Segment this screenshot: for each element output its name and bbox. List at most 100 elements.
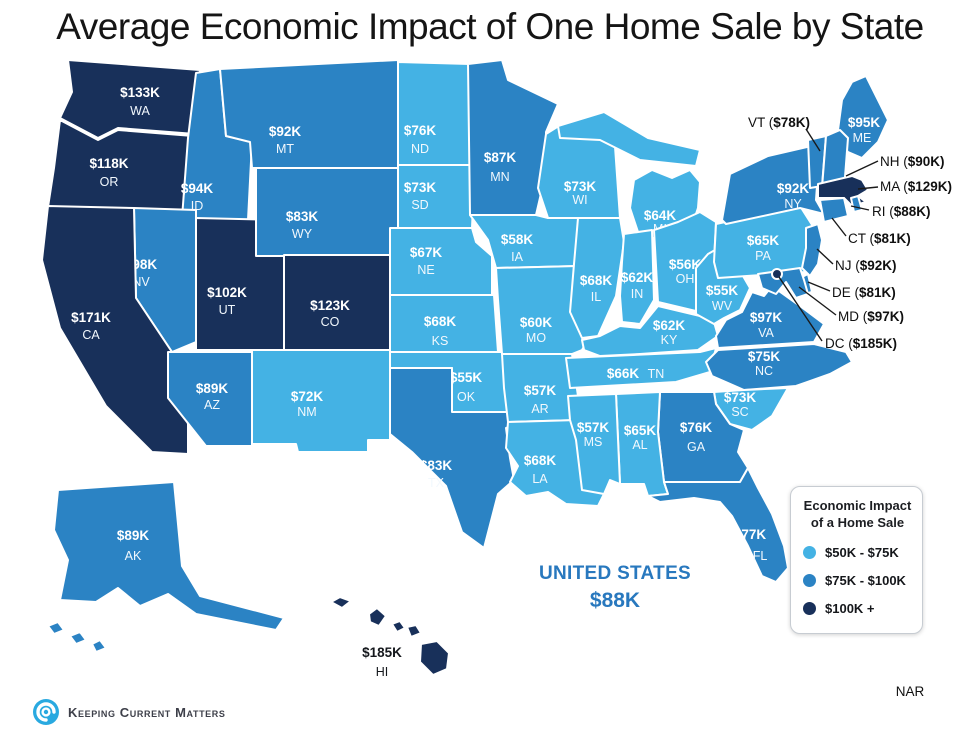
state-la-value: $68K	[524, 453, 557, 468]
callout-ct-label: CT ($81K)	[848, 231, 911, 246]
state-ia: $58K IA	[469, 214, 587, 269]
state-ks-abbr: KS	[432, 334, 449, 348]
state-wv-value: $55K	[706, 283, 739, 298]
state-nd-value: $76K	[404, 123, 437, 138]
state-ms-abbr: MS	[584, 435, 603, 449]
state-nj-shape	[801, 223, 823, 277]
state-ca-shape	[41, 205, 189, 455]
state-wy-value: $83K	[286, 209, 319, 224]
state-wa: $133K WA	[59, 59, 201, 139]
callout-nh-line	[845, 160, 879, 177]
state-wv-abbr: WV	[712, 299, 733, 313]
state-me-value: $95K	[848, 115, 881, 130]
state-wi: $73K WI	[537, 123, 621, 219]
state-or-value: $118K	[89, 156, 128, 171]
state-dc	[771, 268, 783, 280]
legend-swatch-tier3-icon	[803, 601, 816, 615]
state-nc-value: $75K	[748, 349, 781, 364]
state-az: $89K AZ	[167, 351, 253, 447]
state-ct	[819, 197, 849, 223]
state-nh	[821, 129, 849, 191]
state-ak-island	[69, 631, 87, 645]
state-ok-value: $55K	[450, 370, 483, 385]
state-ut-value: $102K	[207, 285, 247, 300]
state-ky-abbr: KY	[661, 333, 678, 347]
state-tx-value: $83K	[420, 458, 453, 473]
state-fl-abbr: FL	[753, 549, 768, 563]
state-nm: $72K NM	[251, 349, 391, 453]
state-ms-value: $57K	[577, 420, 610, 435]
callout-de-label: DE ($81K)	[832, 285, 896, 300]
state-nh-shape	[821, 129, 849, 191]
state-fl-value: $77K	[734, 527, 767, 542]
legend-item-label: $75K - $100K	[825, 572, 906, 588]
state-mt-abbr: MT	[276, 142, 294, 156]
state-ok-abbr: OK	[457, 390, 476, 404]
state-ak-island	[47, 621, 65, 635]
state-or: $118K OR	[45, 119, 194, 221]
state-ms: $57K MS	[567, 393, 621, 495]
state-oh-value: $56K	[669, 257, 702, 272]
national-label: UNITED STATES	[538, 563, 692, 584]
callout-vt-line	[805, 128, 821, 152]
state-wy-shape	[255, 167, 399, 257]
state-ne: $67K NE	[389, 227, 493, 296]
state-ny-abbr: NY	[784, 197, 802, 211]
legend: Economic Impact of a Home Sale $50K - $7…	[790, 486, 923, 634]
state-ak-shape	[53, 481, 285, 631]
state-dc-dot	[771, 268, 783, 280]
state-la-abbr: LA	[532, 472, 548, 486]
callout-nh-label: NH ($90K)	[880, 154, 945, 169]
national-value: $88K	[589, 589, 641, 612]
state-il: $68K IL	[569, 217, 625, 339]
state-pa-abbr: PA	[755, 249, 771, 263]
page-title: Average Economic Impact of One Home Sale…	[56, 6, 924, 47]
state-sd-abbr: SD	[411, 198, 428, 212]
state-sc-value: $73K	[724, 390, 757, 405]
state-pa-value: $65K	[747, 233, 780, 248]
state-hi-island	[330, 596, 352, 609]
state-wi-abbr: WI	[572, 193, 587, 207]
state-ia-abbr: IA	[511, 250, 523, 264]
callout-dc-label: DC ($185K)	[825, 336, 897, 351]
state-mn-abbr: MN	[490, 170, 509, 184]
state-wa-abbr: WA	[130, 104, 150, 118]
state-az-abbr: AZ	[204, 398, 220, 412]
state-al-value: $65K	[624, 423, 657, 438]
state-nj	[801, 223, 823, 277]
state-tn-shape	[565, 347, 717, 389]
state-wa-value: $133K	[120, 85, 160, 100]
state-in-value: $62K	[621, 270, 654, 285]
state-tn-value: $66K	[607, 366, 640, 381]
state-tx-abbr: TX	[428, 476, 445, 490]
state-mo-value: $60K	[520, 315, 553, 330]
state-ny-value: $92K	[777, 181, 810, 196]
state-az-value: $89K	[196, 381, 229, 396]
state-in-abbr: IN	[631, 287, 644, 301]
state-va-value: $97K	[750, 310, 783, 325]
state-fl: $77K FL	[647, 467, 789, 583]
callout-ri-line	[850, 205, 870, 211]
state-il-abbr: IL	[591, 290, 601, 304]
state-id-value: $94K	[181, 181, 214, 196]
callout-ct-line	[831, 217, 847, 237]
state-nc-shape	[705, 343, 853, 391]
state-hi: $185K HI	[330, 596, 450, 679]
state-ks-value: $68K	[424, 314, 457, 329]
state-or-abbr: OR	[100, 175, 119, 189]
legend-item-tier1: $50K - $75K	[803, 545, 912, 560]
state-pa: $65K PA	[713, 205, 819, 279]
state-ar-value: $57K	[524, 383, 557, 398]
state-wi-value: $73K	[564, 179, 597, 194]
state-mt-value: $92K	[269, 124, 302, 139]
state-nc: $75K NC	[705, 343, 853, 391]
state-co-abbr: CO	[321, 315, 340, 329]
state-ak: $89K AK	[47, 481, 285, 653]
state-oh-abbr: OH	[676, 272, 695, 286]
state-ca-abbr: CA	[82, 328, 100, 342]
state-mt: $92K MT	[219, 59, 399, 169]
callout-dc-line	[778, 276, 823, 342]
state-hi-island	[391, 620, 406, 633]
